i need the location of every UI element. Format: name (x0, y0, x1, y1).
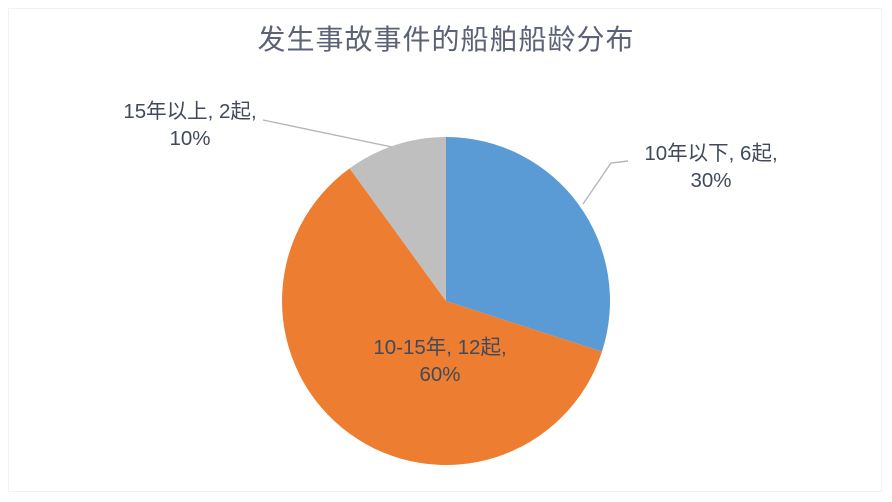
pie-slice-10-to-15-years[interactable] (281, 168, 602, 465)
pie-label-over-15-years-line2: 10% (169, 127, 211, 150)
pie-label-10-to-15-years-line2: 60% (419, 363, 461, 386)
leader-line-over-15-years (262, 119, 393, 148)
pie-label-over-15-years-line1: 15年以上, 2起, (123, 100, 257, 123)
pie-label-under-10-years-line1: 10年以下, 6起, (644, 142, 778, 165)
pie-label-10-to-15-years-line1: 10-15年, 12起, (373, 336, 507, 359)
pie-slice-over-15-years[interactable] (349, 137, 446, 301)
leader-line-under-10-years (582, 160, 629, 205)
chart-title: 发生事故事件的船舶船龄分布 (257, 24, 635, 55)
pie-label-10-to-15-years: 10-15年, 12起, 60% (320, 334, 560, 388)
pie-label-under-10-years-line2: 30% (690, 169, 732, 192)
pie-label-under-10-years: 10年以下, 6起, 30% (612, 140, 810, 194)
pie-slice-under-10-years[interactable] (446, 137, 610, 352)
pie-label-over-15-years: 15年以上, 2起, 10% (88, 98, 292, 152)
